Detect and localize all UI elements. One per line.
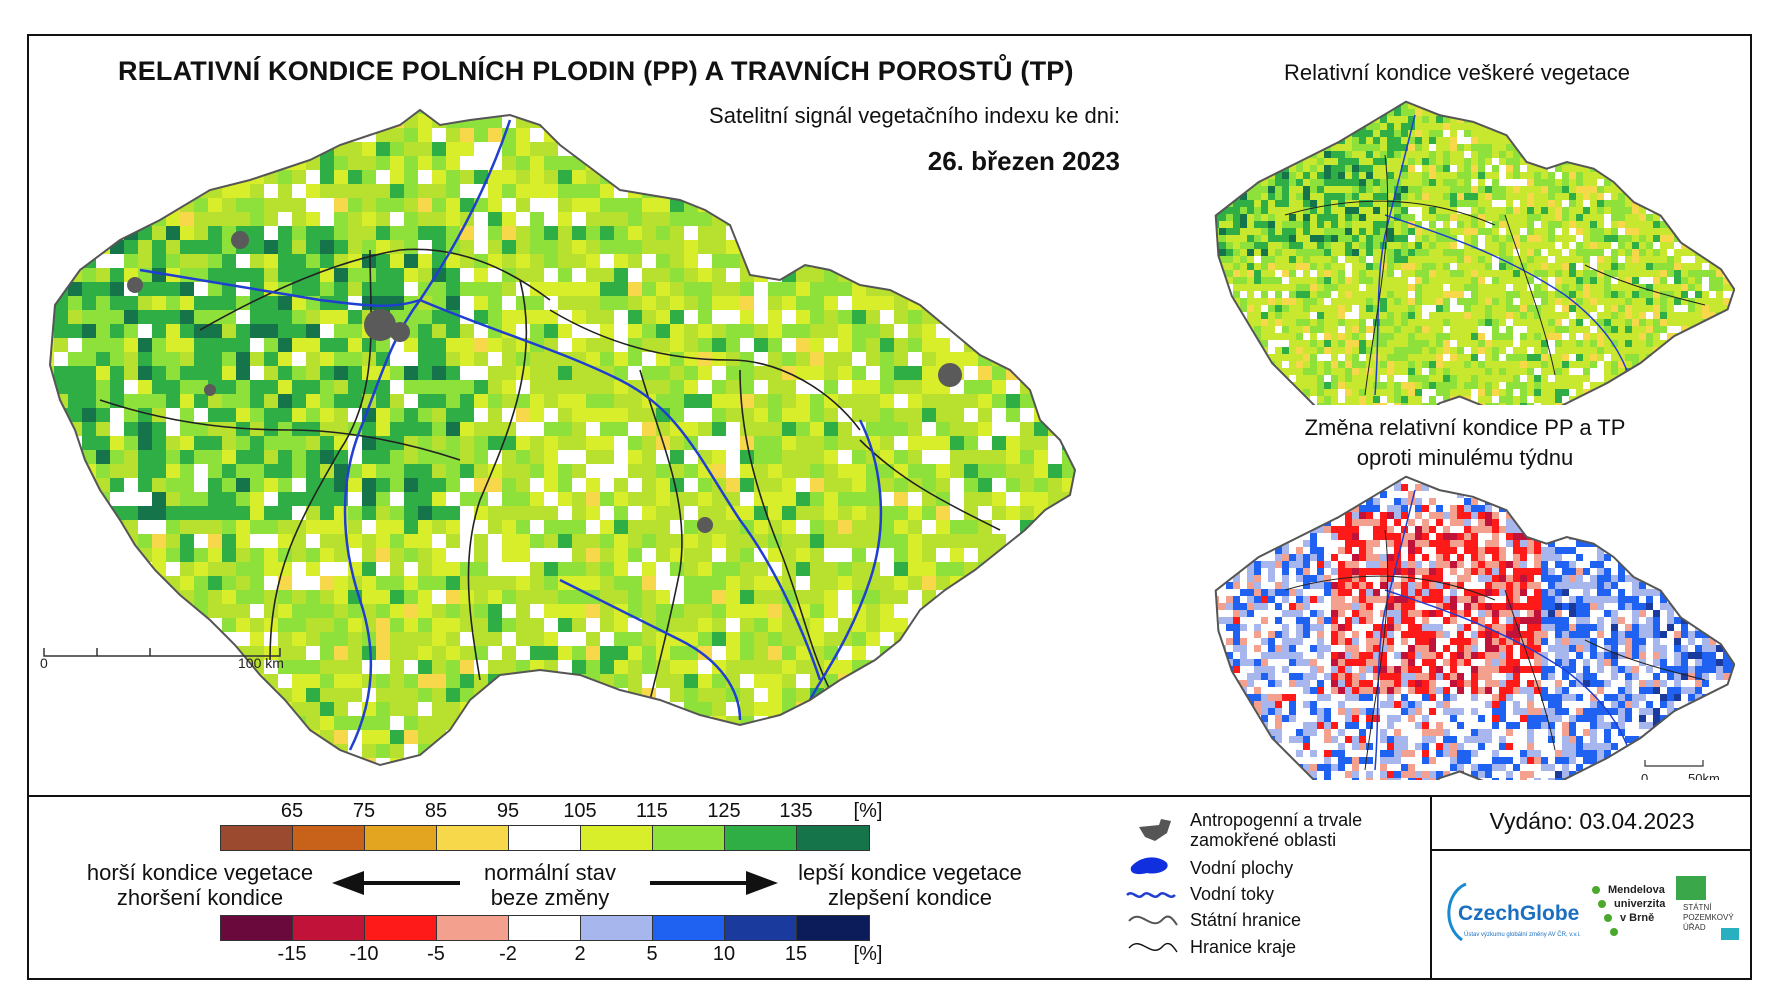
water-body-icon bbox=[1130, 857, 1168, 875]
inset-change-map[interactable]: 0 50km bbox=[1205, 470, 1735, 780]
state-border-label: Státní hranice bbox=[1190, 910, 1302, 930]
legend-swatch bbox=[653, 826, 725, 850]
spu-logo-icon bbox=[1676, 876, 1706, 900]
region-border-icon bbox=[1128, 942, 1178, 953]
mendel-logo-text-3: v Brně bbox=[1620, 912, 1654, 924]
divider bbox=[27, 795, 1752, 797]
state-border-icon bbox=[1128, 915, 1178, 926]
legend-swatch bbox=[581, 826, 653, 850]
scalebar bbox=[43, 648, 281, 657]
rivers bbox=[1374, 489, 1636, 771]
legend-tick-label: 75 bbox=[352, 800, 376, 822]
legend-swatch bbox=[797, 916, 869, 940]
scalebar-start: 0 bbox=[1641, 771, 1648, 780]
legend-tick-label: -5 bbox=[427, 943, 445, 965]
legend-swatch bbox=[725, 826, 797, 850]
mendel-logo-text-1: Mendelova bbox=[1608, 884, 1666, 896]
legend-swatch bbox=[725, 916, 797, 940]
legend-swatch bbox=[365, 826, 437, 850]
vegetation-condition-raster bbox=[50, 110, 1075, 765]
legend-tick-label: 85 bbox=[424, 800, 448, 822]
arrow-left-icon bbox=[332, 871, 460, 895]
spu-logo-square bbox=[1721, 928, 1739, 940]
scalebar-end: 100 km bbox=[238, 655, 284, 671]
czechglobe-logo-sub: Ústav výzkumu globální změny AV ČR, v.v.… bbox=[1464, 931, 1581, 938]
legend-swatch bbox=[509, 826, 581, 850]
legend-swatch bbox=[437, 916, 509, 940]
normal-caption-1: normální stav bbox=[483, 860, 617, 885]
anthropogenic-label-1: Antropogenní a trvale bbox=[1190, 810, 1363, 830]
inset-change-title-2: oproti minulému týdnu bbox=[1356, 445, 1574, 470]
legend-tick-label: 65 bbox=[280, 800, 304, 822]
czechglobe-logo-text: CzechGlobe bbox=[1458, 902, 1579, 925]
legend-tick-label: 125 bbox=[707, 800, 741, 822]
anthropogenic-icon bbox=[1139, 819, 1171, 841]
czechglobe-logo-icon bbox=[1447, 882, 1467, 942]
better-caption-2: zlepšení kondice bbox=[828, 885, 992, 910]
legend-tick-label: 2 bbox=[574, 943, 586, 965]
legend-swatch bbox=[653, 916, 725, 940]
legend-swatch bbox=[797, 826, 869, 850]
anthropogenic-label-2: zamokřené oblasti bbox=[1190, 830, 1337, 850]
legend-tick-label: -15 bbox=[277, 943, 307, 965]
main-map[interactable]: 0 100 km bbox=[40, 100, 1190, 780]
legend-swatch bbox=[293, 916, 365, 940]
spu-logo-text-3: ÚŘAD bbox=[1683, 923, 1706, 932]
legend-tick-label: -2 bbox=[499, 943, 517, 965]
worse-caption-1: horší kondice vegetace bbox=[86, 860, 314, 885]
legend-swatch bbox=[509, 916, 581, 940]
spu-logo-text-1: STÁTNÍ bbox=[1683, 903, 1712, 912]
legend-tick-label: [%] bbox=[853, 800, 883, 822]
region-borders bbox=[1284, 529, 1706, 771]
spu-logo-text-2: POZEMKOVÝ bbox=[1683, 913, 1734, 922]
legend-swatch bbox=[293, 826, 365, 850]
legend-tick-label: 10 bbox=[712, 943, 736, 965]
region-borders bbox=[99, 248, 1001, 701]
mendel-logo-icon bbox=[1592, 886, 1618, 936]
legend-tick-label: 105 bbox=[563, 800, 597, 822]
rivers bbox=[139, 119, 883, 751]
water-bodies-label: Vodní plochy bbox=[1190, 858, 1294, 878]
scalebar bbox=[1644, 760, 1704, 767]
region-borders bbox=[1284, 154, 1706, 396]
legend-swatch bbox=[581, 916, 653, 940]
inset-vegetation-title: Relativní kondice veškeré vegetace bbox=[1283, 60, 1631, 85]
map-frame bbox=[27, 34, 1752, 980]
river-icon bbox=[1126, 892, 1176, 898]
legend-swatch bbox=[365, 916, 437, 940]
arrow-right-icon bbox=[650, 871, 778, 895]
change-color-scale bbox=[220, 915, 870, 941]
scalebar-start: 0 bbox=[40, 655, 48, 671]
worse-caption-2: zhoršení kondice bbox=[116, 885, 284, 910]
legend-tick-label: 5 bbox=[646, 943, 658, 965]
rivers bbox=[1374, 114, 1636, 396]
scalebar-end: 50km bbox=[1688, 771, 1720, 780]
symbol-legend-icons bbox=[1126, 819, 1178, 953]
legend-tick-label: 115 bbox=[636, 800, 668, 822]
main-subtitle: Satelitní signál vegetačního indexu ke d… bbox=[709, 103, 1120, 128]
region-border-label: Hranice kraje bbox=[1190, 937, 1297, 957]
issued-date: Vydáno: 03.04.2023 bbox=[1489, 808, 1695, 834]
legend-swatch bbox=[437, 826, 509, 850]
main-title: RELATIVNÍ KONDICE POLNÍCH PLODIN (PP) A … bbox=[118, 56, 1074, 86]
rivers-label: Vodní toky bbox=[1190, 884, 1275, 904]
inset-vegetation-map[interactable] bbox=[1205, 95, 1735, 405]
normal-caption-2: beze změny bbox=[490, 885, 610, 910]
legend-tick-label: 135 bbox=[779, 800, 813, 822]
legend-swatch bbox=[221, 826, 293, 850]
divider bbox=[1430, 795, 1432, 980]
legend-tick-label: 15 bbox=[784, 943, 808, 965]
legend-tick-label: 95 bbox=[496, 800, 520, 822]
inset-change-title-1: Změna relativní kondice PP a TP bbox=[1304, 415, 1626, 440]
legend-swatch bbox=[221, 916, 293, 940]
mendel-logo-text-2: univerzita bbox=[1614, 898, 1666, 910]
legend-tick-label: -10 bbox=[349, 943, 379, 965]
divider bbox=[1432, 849, 1752, 851]
main-date: 26. březen 2023 bbox=[927, 146, 1120, 176]
legend-tick-label: [%] bbox=[853, 943, 883, 965]
condition-color-scale bbox=[220, 825, 870, 851]
partner-logos: CzechGlobe Ústav výzkumu globální změny … bbox=[1447, 876, 1739, 942]
anthropogenic-areas bbox=[127, 231, 962, 533]
better-caption-1: lepší kondice vegetace bbox=[798, 860, 1022, 885]
